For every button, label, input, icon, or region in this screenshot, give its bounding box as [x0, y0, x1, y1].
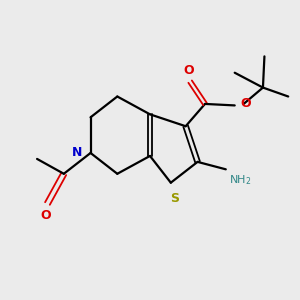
Text: O: O — [41, 209, 51, 222]
Text: NH$_2$: NH$_2$ — [230, 173, 252, 187]
Text: N: N — [72, 146, 82, 160]
Text: O: O — [240, 98, 251, 110]
Text: O: O — [183, 64, 194, 77]
Text: S: S — [170, 192, 179, 205]
